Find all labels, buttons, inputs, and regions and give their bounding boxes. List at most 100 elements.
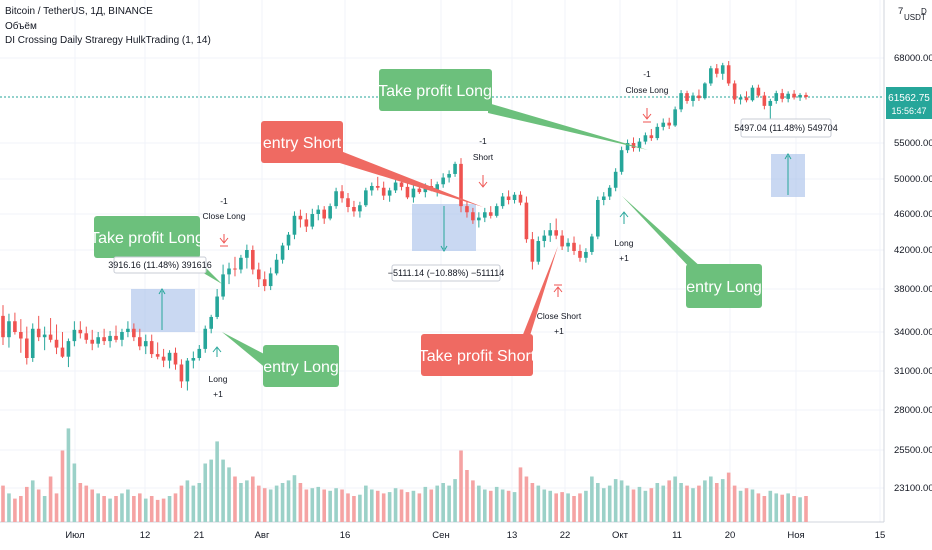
volume-bar	[518, 467, 523, 522]
volume-bar	[322, 489, 326, 522]
candle	[138, 337, 142, 347]
volume-bar	[471, 480, 475, 522]
signal-close-long-1-label: Close Long	[202, 211, 245, 221]
x-tick-label: 13	[507, 530, 518, 541]
x-tick-label: 12	[140, 530, 151, 541]
trade-result-1: 3916.16 (11.48%) 391616	[108, 256, 212, 274]
volume-bar	[750, 489, 755, 522]
candle	[631, 143, 636, 149]
volume-bar	[465, 470, 469, 522]
volume-bar	[459, 450, 463, 522]
volume-bar	[560, 492, 564, 522]
volume-bar	[483, 489, 487, 522]
candle	[417, 188, 422, 193]
volume-bar	[274, 485, 279, 522]
callout-entry-long-1[interactable]: entry Long	[222, 332, 339, 387]
x-tick-label: 15	[875, 530, 886, 541]
volume-indicator-label[interactable]: Объём	[5, 21, 37, 32]
volume-bar	[358, 494, 362, 522]
x-tick-label: 20	[725, 530, 736, 541]
candle	[256, 269, 261, 280]
volume-bar	[738, 490, 743, 522]
arrow-up-icon	[212, 346, 222, 357]
current-price-badge: 61562.75 15:56:47	[886, 87, 932, 119]
candle	[477, 217, 481, 221]
candle	[709, 68, 713, 84]
candle	[155, 354, 160, 357]
candle	[494, 206, 499, 216]
candle	[637, 141, 642, 149]
volume-bar	[798, 497, 802, 522]
volume-bar	[697, 485, 701, 522]
volume-bar	[756, 493, 761, 522]
volume-bar	[447, 485, 451, 522]
callout-tp-short[interactable]: Take profit Short	[419, 246, 558, 376]
callout-tp-long-2[interactable]: Take profit Long	[378, 69, 648, 150]
volume-bar	[714, 483, 719, 522]
callout-entry-short-text: entry Short	[263, 135, 342, 152]
volume-bar	[304, 489, 309, 522]
candle	[500, 196, 505, 207]
candle	[643, 135, 648, 142]
candle	[435, 184, 440, 190]
volume-bar	[328, 490, 332, 522]
volume-bar	[268, 489, 273, 522]
candle	[60, 347, 65, 357]
volume-bar	[584, 490, 588, 522]
candle	[66, 341, 71, 357]
volume-bar	[596, 483, 600, 522]
candle	[524, 202, 529, 240]
volume-bar	[138, 493, 142, 522]
x-tick-label: 21	[194, 530, 205, 541]
volume-bar	[625, 485, 630, 522]
arrow-down-icon	[478, 175, 488, 188]
volume-bar	[346, 493, 350, 522]
x-axis[interactable]: Июл 12 21 Авг 16 Сен 13 22 Окт 11 20 Ноя…	[65, 530, 885, 541]
volume-bar	[435, 485, 440, 522]
trade-result-2-text: −5111.14 (−10.88%) −511114	[388, 268, 505, 278]
strategy-indicator-label[interactable]: DI Crossing Daily Straregy HulkTrading (…	[5, 35, 211, 46]
candle	[197, 348, 202, 358]
candle	[364, 190, 368, 206]
candle	[90, 339, 95, 344]
candle	[13, 321, 17, 332]
volume-bar	[643, 490, 648, 522]
arrow-down-icon	[219, 234, 229, 247]
volume-bar	[126, 489, 130, 522]
candle	[554, 230, 558, 236]
signal-close-long-2-label: Close Long	[625, 85, 668, 95]
chart-symbol-title[interactable]: Bitcoin / TetherUS, 1Д, BINANCE	[5, 6, 153, 17]
x-tick-label: Сен	[432, 530, 449, 541]
volume-bar	[774, 493, 779, 522]
volume-bar	[631, 489, 636, 522]
trade-zone-3	[771, 153, 805, 197]
volume-bar	[36, 489, 41, 522]
candle	[596, 200, 600, 237]
signal-short-qty: -1	[479, 136, 487, 146]
y-tick-label: 31000.00	[894, 366, 932, 377]
volume-bar	[13, 498, 17, 522]
y-axis[interactable]: 68000.00 55000.00 50000.00 46000.00 4200…	[894, 53, 932, 494]
volume-bar	[578, 493, 582, 522]
trade-result-3: 5497.04 (11.48%) 549704	[734, 118, 838, 138]
candle	[768, 100, 773, 106]
candle	[685, 93, 689, 101]
volume-bar	[744, 488, 749, 522]
callout-entry-short[interactable]: entry Short	[261, 121, 483, 207]
volume-bar	[512, 492, 517, 522]
volume-bar	[54, 493, 59, 522]
candle	[792, 93, 796, 98]
volume-bar	[375, 490, 380, 522]
volume-bar	[667, 480, 671, 522]
candle	[774, 93, 779, 101]
candle	[720, 65, 725, 74]
callout-entry-long-2[interactable]: entry Long	[622, 196, 762, 308]
candle	[756, 87, 761, 96]
volume-bar	[42, 496, 47, 522]
signal-close-long-1-qty: -1	[220, 196, 228, 206]
candle	[375, 186, 380, 188]
signal-long-2: Long +1	[615, 211, 634, 263]
volume-bar	[804, 496, 808, 522]
candle	[738, 97, 743, 100]
